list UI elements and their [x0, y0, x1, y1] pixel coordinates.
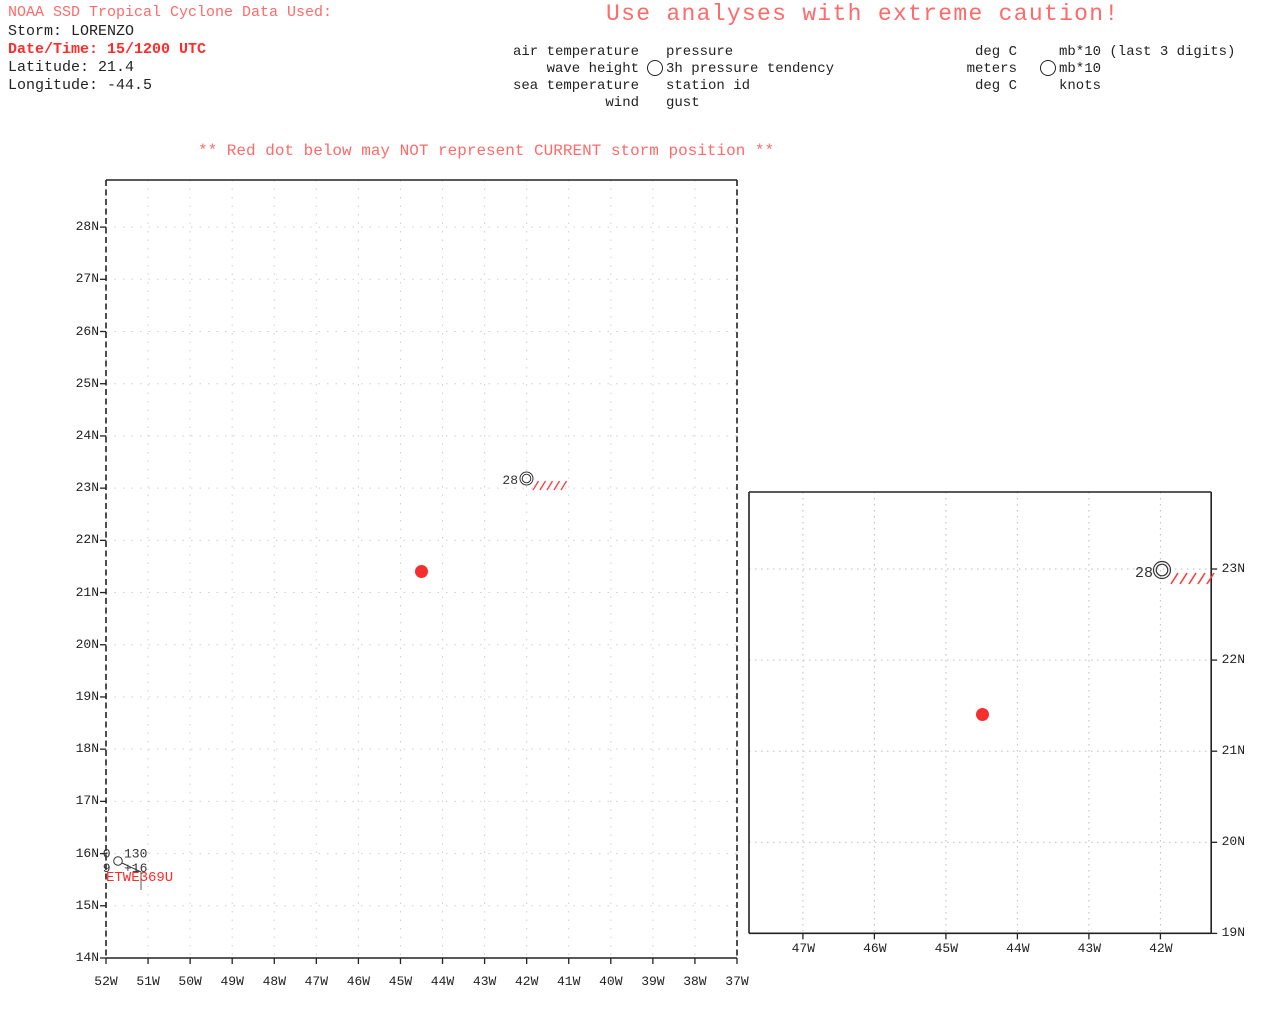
svg-text:130: 130 — [124, 847, 147, 862]
svg-text:ETWE369U: ETWE369U — [106, 870, 173, 886]
svg-text:28: 28 — [1135, 565, 1153, 582]
svg-text:0: 0 — [103, 847, 111, 862]
svg-text:28: 28 — [502, 473, 518, 488]
